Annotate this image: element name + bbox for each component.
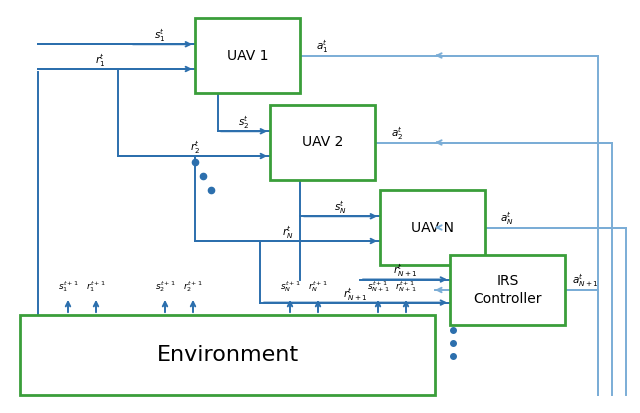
Text: IRS
Controller: IRS Controller <box>473 274 541 306</box>
Text: $r_1^t$: $r_1^t$ <box>95 52 105 69</box>
Text: UAV 2: UAV 2 <box>302 135 343 150</box>
Text: $r_{N+1}^t$: $r_{N+1}^t$ <box>393 262 417 279</box>
Text: $a_N^t$: $a_N^t$ <box>500 210 514 227</box>
Text: $a_1^t$: $a_1^t$ <box>316 38 328 55</box>
Bar <box>380 190 485 265</box>
Text: $s_{N+1}^{t+1}$: $s_{N+1}^{t+1}$ <box>367 280 389 294</box>
Text: $r_2^{t+1}$: $r_2^{t+1}$ <box>183 280 203 294</box>
Text: $r_{N+1}^t$: $r_{N+1}^t$ <box>342 286 367 303</box>
Text: $s_1^{t+1}$: $s_1^{t+1}$ <box>58 280 79 294</box>
Text: $s_2^{t+1}$: $s_2^{t+1}$ <box>155 280 175 294</box>
Text: $s_N^t$: $s_N^t$ <box>333 199 346 216</box>
Text: $r_N^{t+1}$: $r_N^{t+1}$ <box>308 280 328 294</box>
Bar <box>270 105 375 180</box>
Text: $r_1^{t+1}$: $r_1^{t+1}$ <box>86 280 106 294</box>
Text: $s_2^t$: $s_2^t$ <box>238 114 250 131</box>
Bar <box>450 255 565 325</box>
Text: UAV 1: UAV 1 <box>227 48 268 62</box>
Text: $a_2^t$: $a_2^t$ <box>391 125 403 142</box>
Text: $r_2^t$: $r_2^t$ <box>190 140 200 157</box>
Text: Environment: Environment <box>156 345 299 365</box>
Text: $r_{N+1}^{t+1}$: $r_{N+1}^{t+1}$ <box>395 280 417 294</box>
Text: UAV N: UAV N <box>411 221 454 235</box>
Text: $a_{N+1}^t$: $a_{N+1}^t$ <box>572 273 598 290</box>
Text: $r_N^t$: $r_N^t$ <box>282 225 294 242</box>
Bar <box>195 18 300 93</box>
Text: $s_N^{t+1}$: $s_N^{t+1}$ <box>280 280 300 294</box>
Text: $s_1^t$: $s_1^t$ <box>154 27 166 44</box>
Bar <box>20 315 435 395</box>
